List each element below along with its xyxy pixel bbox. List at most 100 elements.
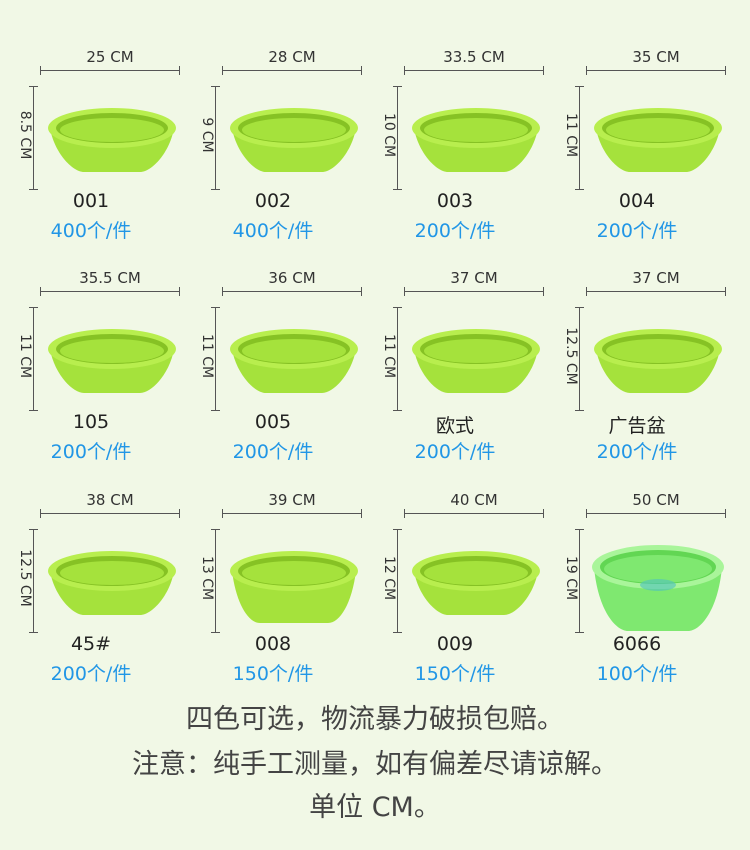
footer-note-2: 注意：纯手工测量，如有偏差尽请谅解。	[132, 749, 618, 780]
width-label: 37 CM	[450, 269, 498, 287]
pack-quantity: 100个/件	[596, 663, 678, 685]
height-label: 11 CM	[199, 333, 215, 379]
product-code: 001	[72, 190, 110, 212]
width-dimension-line	[404, 509, 544, 518]
height-dimension-line	[575, 307, 584, 411]
footer-note-1: 四色可选，物流暴力破损包赔。	[186, 704, 564, 735]
bowl-picture	[226, 527, 362, 637]
bowl-image	[594, 329, 722, 393]
width-dimension-line	[222, 509, 362, 518]
bowl-picture	[590, 527, 726, 637]
product-code: 009	[436, 633, 474, 655]
bowl-picture	[44, 84, 180, 194]
width-dimension: 33.5 CM	[404, 48, 544, 76]
bowl-picture	[44, 305, 180, 415]
bowl-image	[230, 108, 358, 172]
bowl-picture	[590, 305, 726, 415]
product-code: 6066	[612, 633, 662, 655]
bowl-picture	[226, 84, 362, 194]
product-item: 37 CM 11 CM 欧式 200个/件	[364, 265, 546, 465]
width-label: 38 CM	[86, 491, 134, 509]
width-dimension-line	[222, 66, 362, 75]
height-dimension: 12.5 CM	[14, 525, 38, 635]
product-code: 002	[254, 190, 292, 212]
pack-quantity: 200个/件	[414, 441, 496, 463]
height-dimension-line	[211, 86, 220, 190]
height-label: 10 CM	[381, 112, 397, 158]
product-code: 003	[436, 190, 474, 212]
product-item: 35 CM 11 CM 004 200个/件	[546, 44, 728, 244]
product-item: 35.5 CM 11 CM 105 200个/件	[0, 265, 182, 465]
width-label: 33.5 CM	[443, 48, 505, 66]
product-code: 105	[72, 411, 110, 433]
bowl-picture	[408, 527, 544, 637]
height-dimension-line	[393, 307, 402, 411]
product-item: 36 CM 11 CM 005 200个/件	[182, 265, 364, 465]
product-item: 39 CM 13 CM 008 150个/件	[182, 487, 364, 687]
bowl-image	[412, 108, 540, 172]
height-dimension-line	[211, 529, 220, 633]
product-code: 005	[254, 411, 292, 433]
width-dimension: 37 CM	[404, 269, 544, 297]
width-dimension: 25 CM	[40, 48, 180, 76]
pack-quantity: 200个/件	[50, 663, 132, 685]
bowl-image	[48, 551, 176, 615]
product-item: 28 CM 9 CM 002 400个/件	[182, 44, 364, 244]
width-dimension: 38 CM	[40, 491, 180, 519]
width-dimension-line	[40, 509, 180, 518]
width-label: 35.5 CM	[79, 269, 141, 287]
height-dimension: 9 CM	[196, 82, 220, 192]
height-dimension-line	[575, 529, 584, 633]
bowl-image	[48, 108, 176, 172]
product-item: 37 CM 12.5 CM 广告盆 200个/件	[546, 265, 728, 465]
product-code: 45#	[70, 633, 112, 655]
height-dimension: 11 CM	[196, 303, 220, 413]
width-dimension: 50 CM	[586, 491, 726, 519]
bowl-picture	[44, 527, 180, 637]
width-label: 36 CM	[268, 269, 316, 287]
bowl-picture	[408, 84, 544, 194]
width-label: 37 CM	[632, 269, 680, 287]
product-item: 25 CM 8.5 CM 001 400个/件	[0, 44, 182, 244]
height-dimension: 13 CM	[196, 525, 220, 635]
height-label: 13 CM	[199, 555, 215, 601]
height-dimension: 11 CM	[560, 82, 584, 192]
pack-quantity: 150个/件	[232, 663, 314, 685]
width-label: 28 CM	[268, 48, 316, 66]
footer-note-3: 单位 CM。	[309, 792, 441, 823]
height-dimension-line	[29, 86, 38, 190]
width-label: 40 CM	[450, 491, 498, 509]
height-dimension-line	[211, 307, 220, 411]
height-label: 8.5 CM	[17, 110, 33, 160]
product-code: 004	[618, 190, 656, 212]
pack-quantity: 400个/件	[50, 220, 132, 242]
pack-quantity: 200个/件	[50, 441, 132, 463]
height-dimension: 11 CM	[14, 303, 38, 413]
height-label: 19 CM	[563, 555, 579, 601]
width-dimension: 35 CM	[586, 48, 726, 76]
bowl-image	[412, 329, 540, 393]
width-dimension: 37 CM	[586, 269, 726, 297]
height-dimension-line	[29, 307, 38, 411]
height-dimension-line	[29, 529, 38, 633]
pack-quantity: 400个/件	[232, 220, 314, 242]
width-dimension-line	[586, 287, 726, 296]
height-label: 12.5 CM	[563, 327, 579, 385]
product-code: 广告盆	[608, 415, 666, 437]
width-dimension-line	[586, 509, 726, 518]
height-dimension-line	[575, 86, 584, 190]
width-label: 50 CM	[632, 491, 680, 509]
bowl-image	[594, 108, 722, 172]
bowl-image	[412, 551, 540, 615]
width-dimension: 39 CM	[222, 491, 362, 519]
bowl-image	[592, 545, 724, 631]
height-dimension: 12 CM	[378, 525, 402, 635]
height-label: 12 CM	[381, 555, 397, 601]
height-dimension-line	[393, 529, 402, 633]
height-dimension-line	[393, 86, 402, 190]
bowl-picture	[408, 305, 544, 415]
height-label: 11 CM	[563, 112, 579, 158]
product-item: 38 CM 12.5 CM 45# 200个/件	[0, 487, 182, 687]
width-dimension: 36 CM	[222, 269, 362, 297]
pack-quantity: 200个/件	[232, 441, 314, 463]
